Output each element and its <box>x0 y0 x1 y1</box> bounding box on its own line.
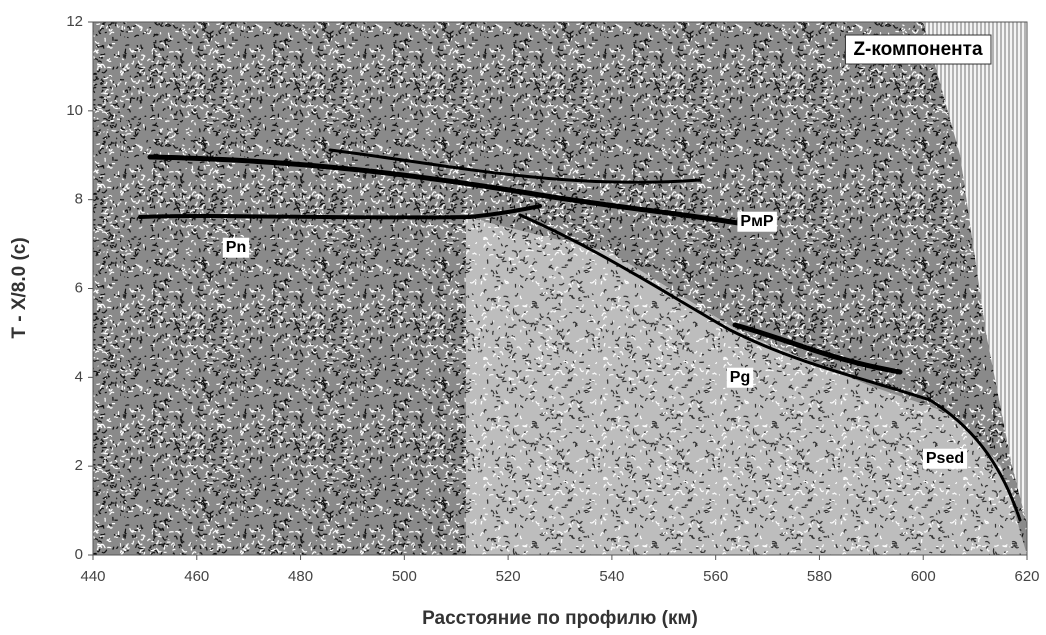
pmp-band <box>147 154 753 228</box>
pn-band <box>138 204 542 220</box>
x-tick-label: 440 <box>80 568 105 585</box>
annotation-box <box>922 448 968 469</box>
y-tick-label: 0 <box>75 546 83 563</box>
phase-bands <box>138 148 1022 522</box>
y-axis-label: T - X/8.0 (c) <box>9 237 30 338</box>
x-axis-label: Расстояние по профилю (км) <box>422 608 698 629</box>
annotation-box <box>726 367 754 388</box>
pmp-band-2 <box>328 148 702 184</box>
x-tick-label: 520 <box>496 568 521 585</box>
x-tick-label: 620 <box>1014 568 1039 585</box>
y-tick-label: 2 <box>75 457 83 474</box>
x-tick-label: 600 <box>911 568 936 585</box>
y-tick-label: 12 <box>66 13 83 30</box>
annotation: Pn <box>222 237 250 258</box>
annotation: PмP <box>737 211 777 232</box>
annotation-label: PмP <box>740 213 774 230</box>
y-tick-label: 10 <box>66 102 83 119</box>
section <box>93 22 1027 555</box>
annotation-label: Psed <box>926 450 964 467</box>
annotation-label: Z-компонента <box>853 39 983 60</box>
x-tick-label: 580 <box>807 568 832 585</box>
x-tick-label: 540 <box>599 568 624 585</box>
annotation-box <box>222 237 250 258</box>
y-tick-label: 4 <box>75 368 83 385</box>
annotation: Psed <box>922 448 968 469</box>
pg-band-2 <box>732 322 903 375</box>
y-tick-label: 8 <box>75 191 83 208</box>
annotation: Z-компонента <box>844 34 992 65</box>
x-tick-label: 560 <box>703 568 728 585</box>
annotation: Pg <box>726 367 754 388</box>
x-tick-label: 480 <box>288 568 313 585</box>
annotation-label: Pn <box>226 239 246 256</box>
pg-band <box>518 213 1022 522</box>
annotation-box <box>737 211 777 232</box>
annotation-label: Pg <box>730 369 750 386</box>
x-tick-label: 500 <box>392 568 417 585</box>
quiet-region <box>923 22 1027 524</box>
annotation-box <box>844 34 992 65</box>
y-tick-label: 6 <box>75 279 83 296</box>
x-tick-label: 460 <box>184 568 209 585</box>
